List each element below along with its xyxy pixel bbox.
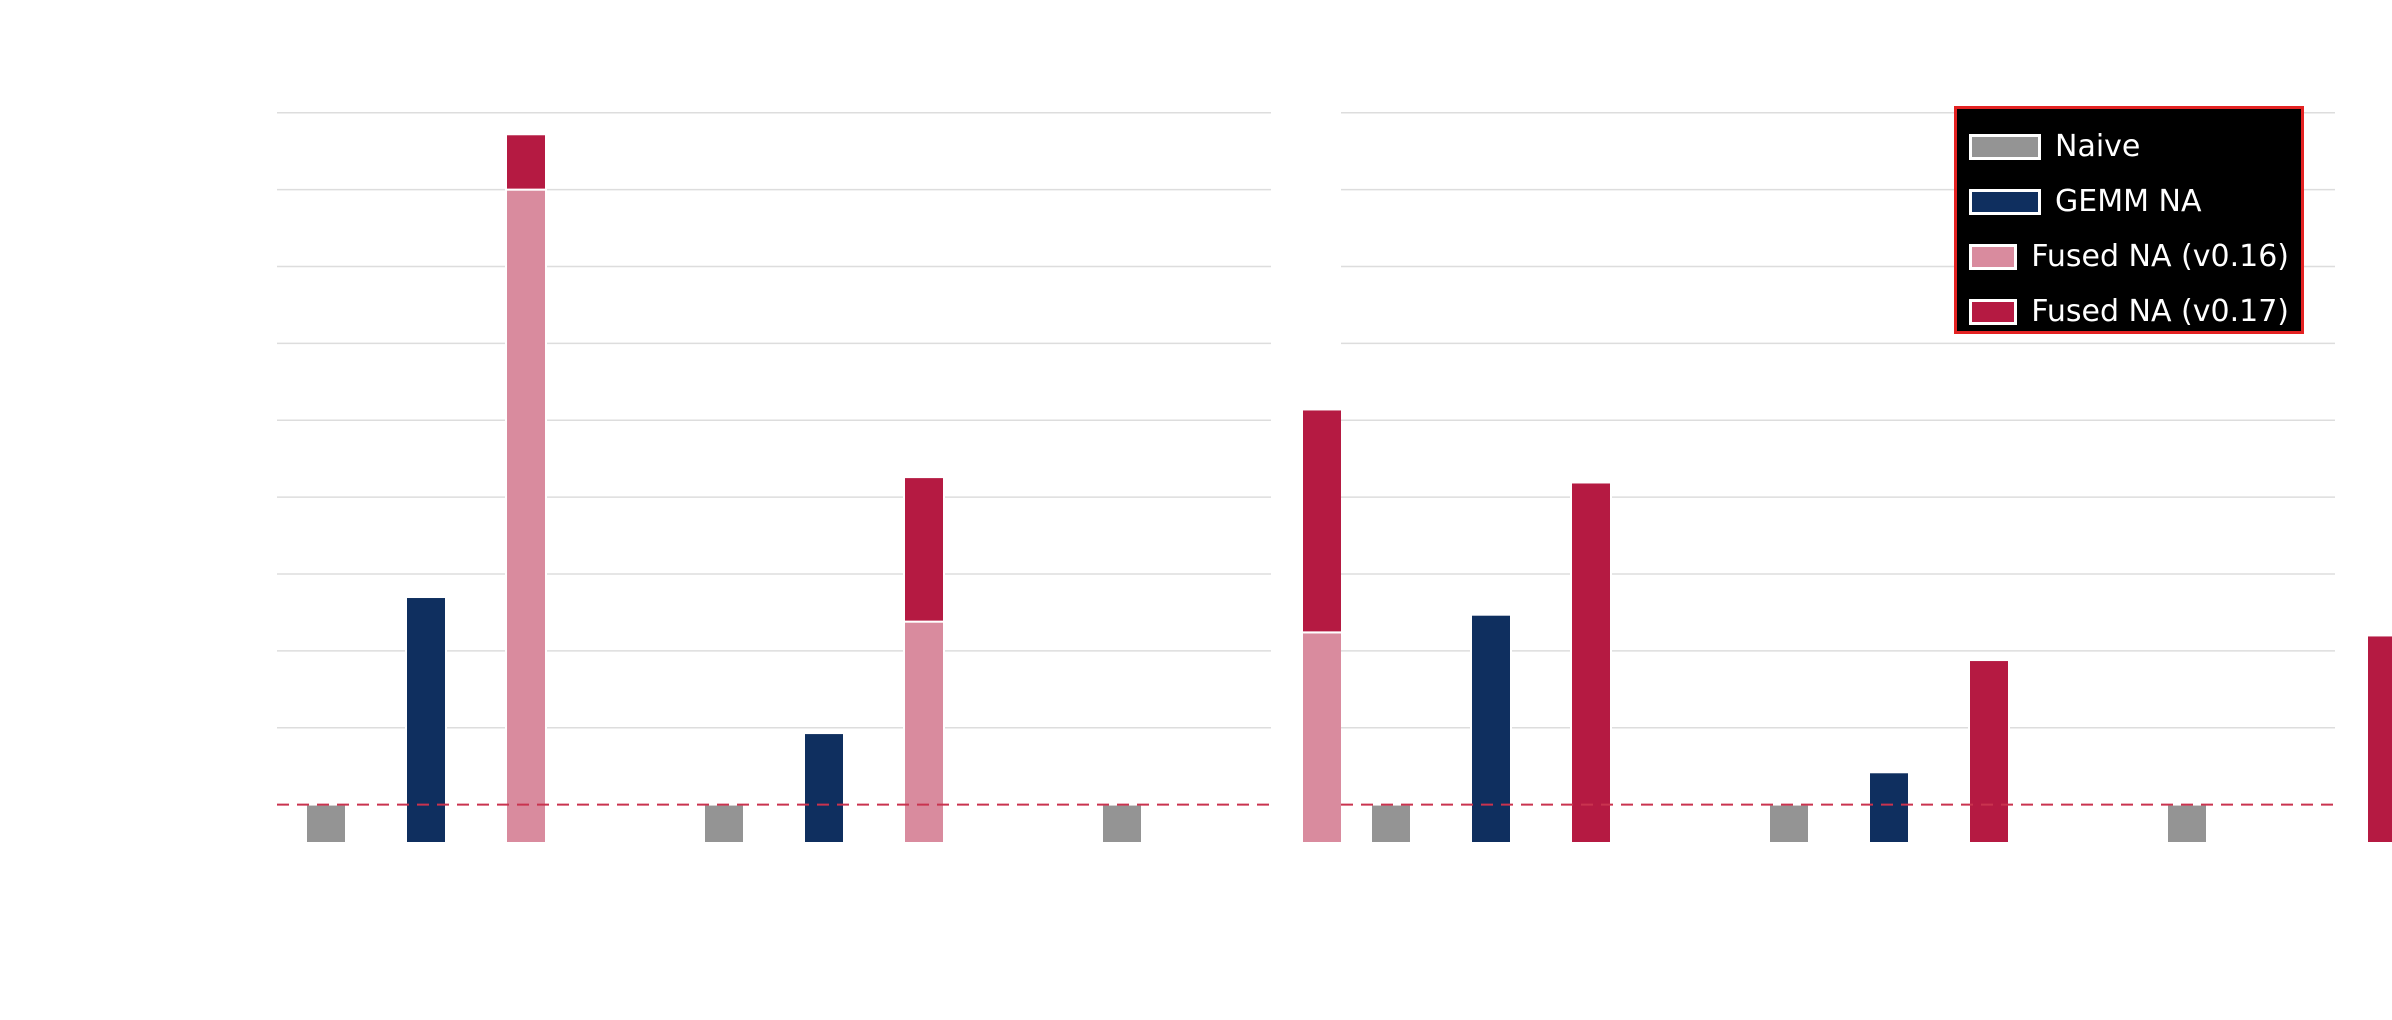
- legend-item-fused-v017: Fused NA (v0.17): [1969, 284, 2289, 339]
- legend-label-gemm-na: GEMM NA: [2055, 184, 2202, 219]
- bar-fused-v017: [1968, 659, 2010, 845]
- legend-item-fused-v016: Fused NA (v0.16): [1969, 229, 2289, 284]
- legend-swatch-fused-v017: [1969, 298, 2018, 325]
- legend-label-naive: Naive: [2055, 129, 2141, 164]
- legend-item-gemm-na: GEMM NA: [1969, 174, 2289, 229]
- bar-fused-v017: [1301, 408, 1343, 634]
- bar-fused-v017: [1570, 481, 1612, 844]
- bar-naive: [305, 803, 347, 845]
- bar-fused-v016: [903, 620, 945, 844]
- bar-fused-v016: [1301, 631, 1343, 845]
- bar-fused-v017: [505, 133, 547, 191]
- bar-naive: [1370, 803, 1412, 845]
- legend-swatch-fused-v016: [1969, 243, 2018, 270]
- bar-naive: [1768, 803, 1810, 845]
- legend: Naive GEMM NA Fused NA (v0.16) Fused NA …: [1954, 106, 2304, 334]
- bar-gemm-na: [405, 596, 447, 844]
- bar-naive: [1101, 803, 1143, 845]
- legend-swatch-naive: [1969, 133, 2041, 160]
- bar-gemm-na: [1470, 613, 1512, 845]
- bar-naive: [2166, 803, 2208, 845]
- chart-panel-right: [1341, 111, 2392, 845]
- legend-label-fused-v017: Fused NA (v0.17): [2031, 294, 2289, 329]
- bar-fused-v017: [903, 476, 945, 623]
- legend-item-naive: Naive: [1969, 119, 2289, 174]
- bar-fused-v016: [505, 188, 547, 845]
- legend-swatch-gemm-na: [1969, 188, 2041, 215]
- bar-fused-v017: [2366, 634, 2392, 844]
- chart-panel-left: [277, 111, 1343, 845]
- bar-naive: [703, 803, 745, 845]
- bar-gemm-na: [1868, 771, 1910, 845]
- legend-label-fused-v016: Fused NA (v0.16): [2031, 239, 2289, 274]
- bar-gemm-na: [803, 732, 845, 844]
